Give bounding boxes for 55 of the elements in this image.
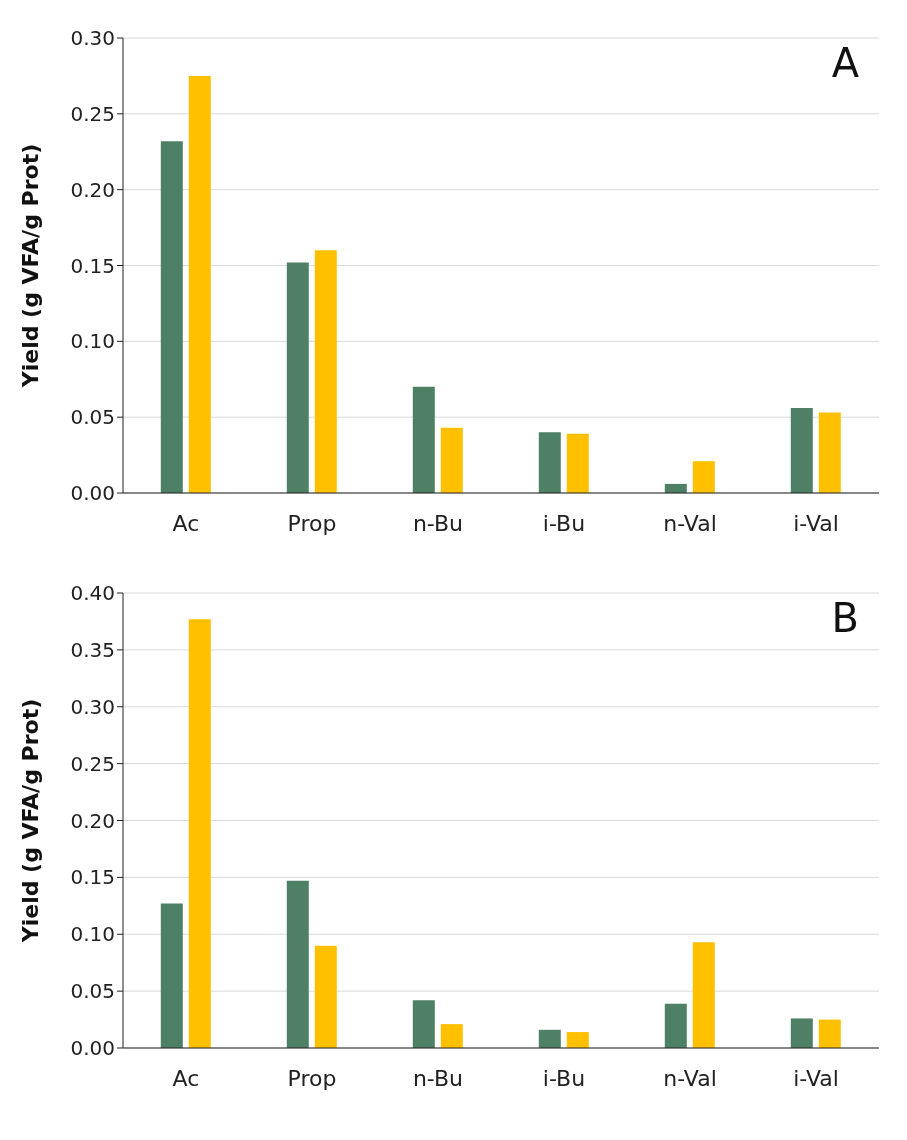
y-tick-label: 0.10 — [70, 329, 115, 354]
bar — [440, 427, 463, 493]
bar — [412, 1000, 435, 1048]
y-tick-label: 0.10 — [70, 922, 115, 947]
y-tick-label: 0.35 — [70, 637, 115, 662]
bar — [314, 250, 337, 493]
bar — [160, 903, 183, 1048]
bar — [692, 461, 715, 493]
y-tick-label: 0.30 — [70, 694, 115, 719]
x-tick-label: n-Val — [663, 510, 717, 536]
y-tick-label: 0.20 — [70, 808, 115, 833]
bar — [160, 141, 183, 493]
bar — [538, 432, 561, 493]
y-tick-label: 0.30 — [70, 26, 115, 51]
bar — [188, 619, 211, 1048]
y-axis-title: Yield (g VFA/g Prot) — [17, 143, 43, 389]
x-tick-label: Ac — [172, 1065, 200, 1091]
x-tick-label: n-Bu — [412, 1065, 464, 1091]
bar — [314, 945, 337, 1048]
bar — [188, 75, 211, 493]
y-tick-label: 0.05 — [70, 979, 115, 1004]
bar — [440, 1024, 463, 1048]
y-tick-label: 0.25 — [70, 101, 115, 126]
x-tick-label: i-Bu — [542, 1065, 586, 1091]
bar — [412, 386, 435, 493]
bar — [790, 1018, 813, 1048]
bar — [286, 262, 309, 493]
x-tick-label: n-Val — [663, 1065, 717, 1091]
bar — [566, 433, 589, 493]
annotation: B — [831, 595, 859, 641]
y-tick-label: 0.00 — [70, 1036, 115, 1061]
y-tick-label: 0.20 — [70, 177, 115, 202]
x-tick-label: Ac — [172, 510, 200, 536]
y-tick-label: 0.00 — [70, 481, 115, 506]
y-tick-label: 0.25 — [70, 751, 115, 776]
x-tick-label: Prop — [287, 1065, 337, 1091]
bar — [790, 408, 813, 493]
y-axis-title: Yield (g VFA/g Prot) — [17, 698, 43, 944]
x-tick-label: n-Bu — [412, 510, 464, 536]
y-tick-label: 0.15 — [70, 253, 115, 278]
bar — [538, 1029, 561, 1048]
x-tick-label: i-Val — [793, 1065, 839, 1091]
y-tick-label: 0.15 — [70, 865, 115, 890]
bar — [664, 1003, 687, 1048]
x-tick-label: i-Bu — [542, 510, 586, 536]
y-tick-label: 0.05 — [70, 405, 115, 430]
annotation: A — [831, 40, 859, 86]
bar — [692, 942, 715, 1048]
y-tick-label: 0.40 — [70, 581, 115, 606]
bar — [818, 1019, 841, 1048]
x-tick-label: Prop — [287, 510, 337, 536]
x-tick-label: i-Val — [793, 510, 839, 536]
bar — [286, 880, 309, 1048]
bar — [566, 1032, 589, 1048]
bar — [818, 412, 841, 493]
